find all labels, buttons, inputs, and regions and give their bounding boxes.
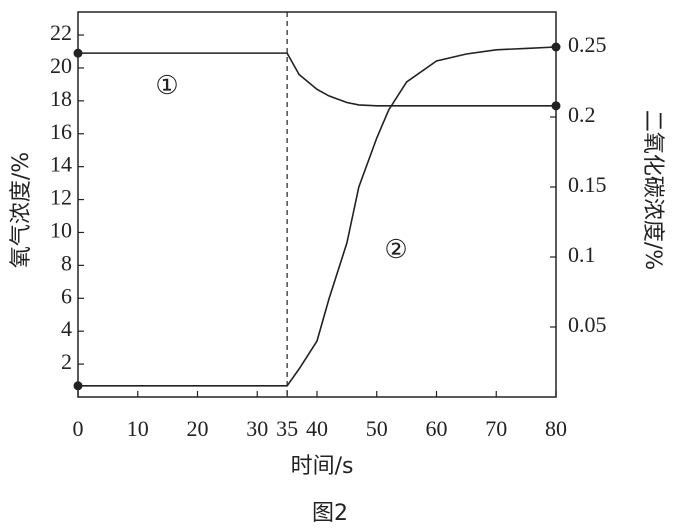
y2-tick-label: 0.15 xyxy=(568,172,607,197)
y-tick-label: 10 xyxy=(50,218,72,243)
annotation: ① xyxy=(155,71,178,100)
y-tick-label: 18 xyxy=(50,86,72,111)
y-tick-label: 20 xyxy=(50,53,72,78)
y2-tick-label: 0.05 xyxy=(568,312,607,337)
end-point xyxy=(551,42,561,52)
y-tick-label: 8 xyxy=(61,250,72,275)
y-tick-label: 4 xyxy=(61,316,72,341)
y-tick-label: 14 xyxy=(50,152,72,177)
x-tick-label: 70 xyxy=(485,416,507,441)
y2-tick-label: 0.2 xyxy=(568,102,596,127)
annotation: ② xyxy=(384,235,407,264)
y-tick-label: 2 xyxy=(61,349,72,374)
x-tick-label: 35 xyxy=(276,416,298,441)
x-tick-label: 20 xyxy=(187,416,209,441)
x-tick-label: 10 xyxy=(127,416,149,441)
y2-axis-label: 二氧化碳浓度/% xyxy=(640,110,665,270)
x-tick-label: 80 xyxy=(545,416,567,441)
y2-tick-label: 0.1 xyxy=(568,242,596,267)
x-tick-label: 40 xyxy=(306,416,328,441)
end-point xyxy=(551,101,561,111)
end-point xyxy=(73,381,83,391)
x-tick-label: 60 xyxy=(426,416,448,441)
y-tick-label: 22 xyxy=(50,20,72,45)
y-tick-label: 16 xyxy=(50,119,72,144)
y2-tick-label: 0.25 xyxy=(568,32,607,57)
end-point xyxy=(73,48,83,58)
line-series xyxy=(78,46,557,387)
y-tick-label: 12 xyxy=(50,185,72,210)
line-series xyxy=(78,52,556,107)
x-tick-label: 30 xyxy=(246,416,268,441)
x-tick-label: 0 xyxy=(73,416,84,441)
y-axis-label: 氧气浓度/% xyxy=(9,152,34,268)
x-tick-label: 50 xyxy=(366,416,388,441)
caption: 图2 xyxy=(312,501,348,526)
y-tick-label: 6 xyxy=(61,283,72,308)
x-axis-label: 时间/s xyxy=(291,454,354,479)
